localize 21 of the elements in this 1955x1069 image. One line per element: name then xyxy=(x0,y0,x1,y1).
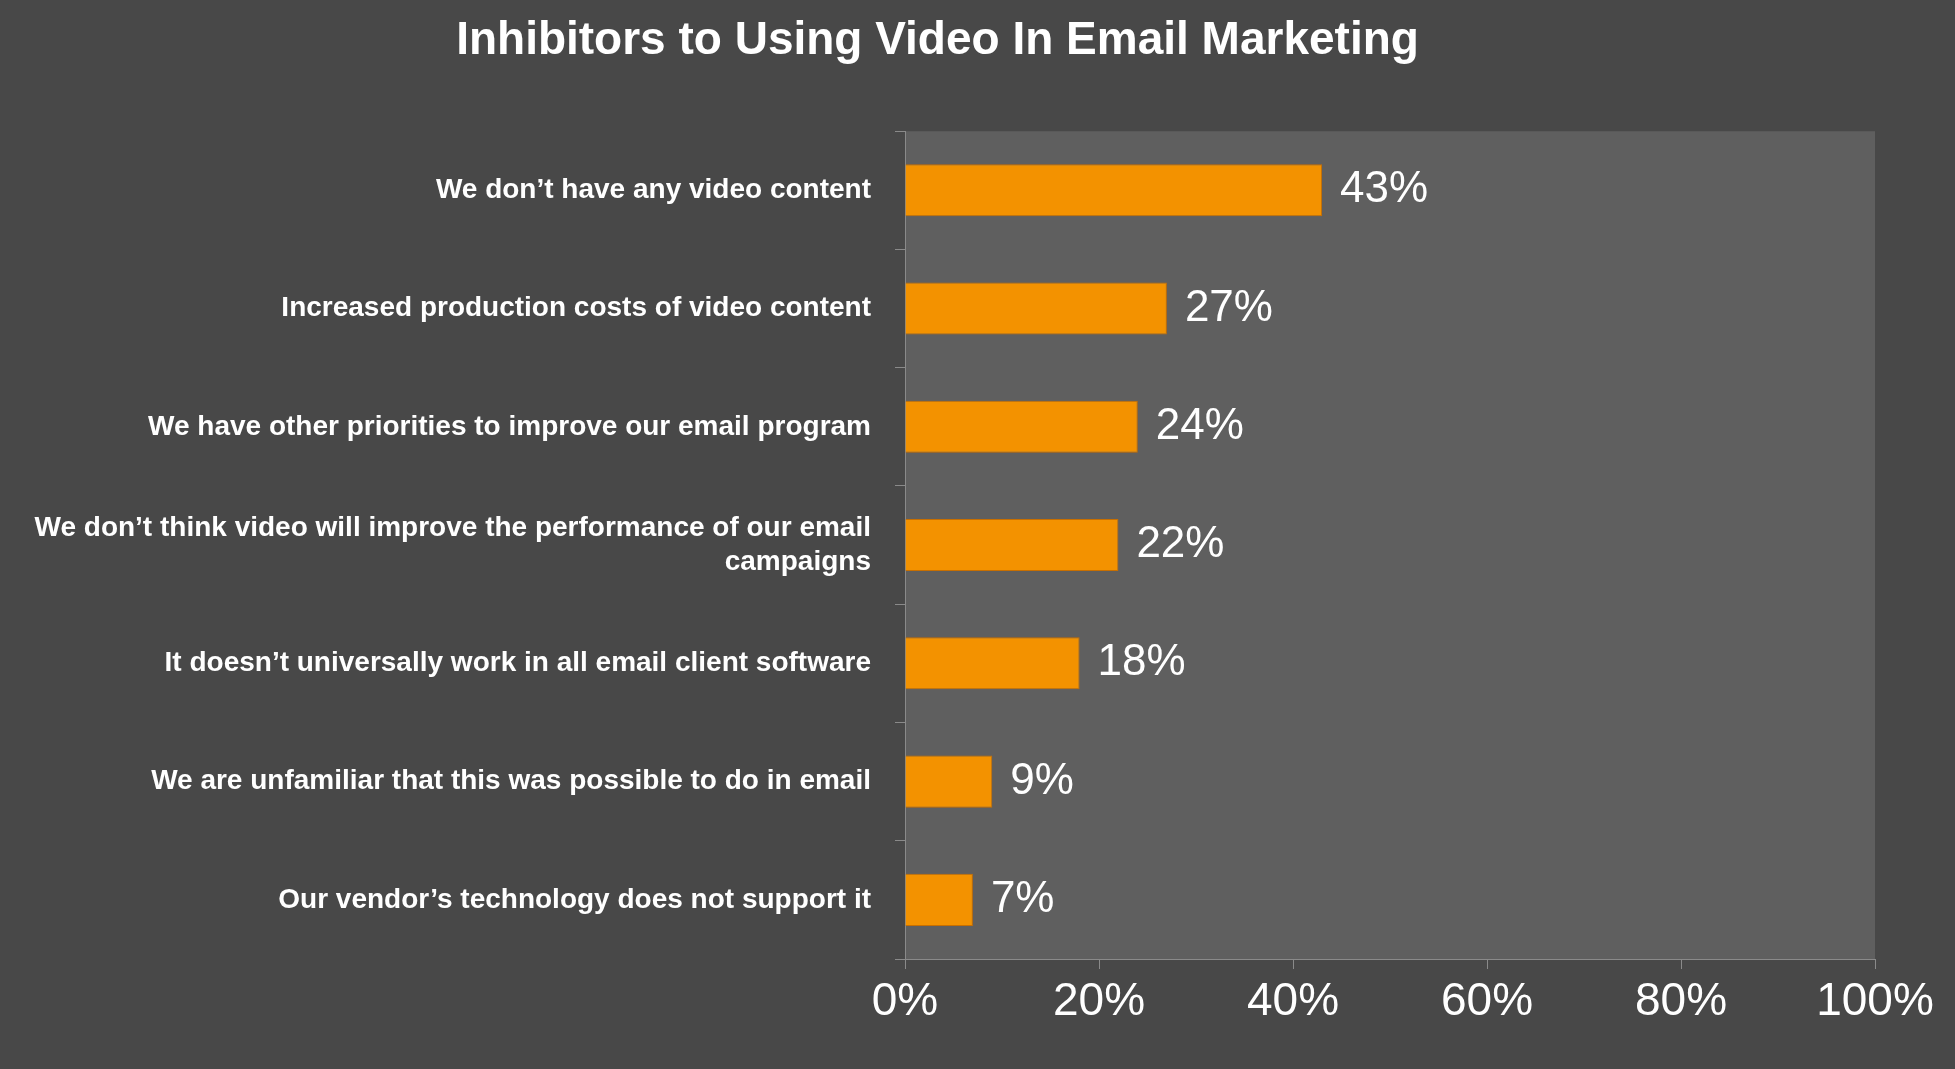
data-label: 7% xyxy=(990,872,1055,922)
x-tick-label: 60% xyxy=(1440,973,1534,1026)
x-tick-label: 0% xyxy=(871,973,939,1026)
y-tick-label: We are unfamiliar that this was possible to do in email xyxy=(151,764,871,796)
data-label: 43% xyxy=(1340,162,1429,212)
data-label: 18% xyxy=(1097,635,1186,685)
chart-title: Inhibitors to Using Video In Email Marketing xyxy=(456,12,1419,65)
y-tick-label: We don’t think video will improve the performance of our email campaigns xyxy=(34,511,871,576)
data-label: 24% xyxy=(1155,398,1244,448)
y-tick-label: Increased production costs of video content xyxy=(281,291,871,323)
x-tick-label: 80% xyxy=(1634,973,1728,1026)
x-tick-label: 100% xyxy=(1816,973,1934,1026)
y-tick-label: We have other priorities to improve our email program xyxy=(148,409,871,441)
x-tick-label: 40% xyxy=(1246,973,1340,1026)
data-label: 27% xyxy=(1184,280,1273,330)
data-label: 22% xyxy=(1136,517,1225,567)
y-tick-label: We don’t have any video content xyxy=(435,173,871,205)
data-label: 9% xyxy=(1010,753,1074,803)
x-tick-label: 20% xyxy=(1052,973,1146,1026)
y-tick-label: Our vendor’s technology does not support it xyxy=(278,882,871,914)
y-tick-label: It doesn’t universally work in all email client software xyxy=(164,646,871,678)
